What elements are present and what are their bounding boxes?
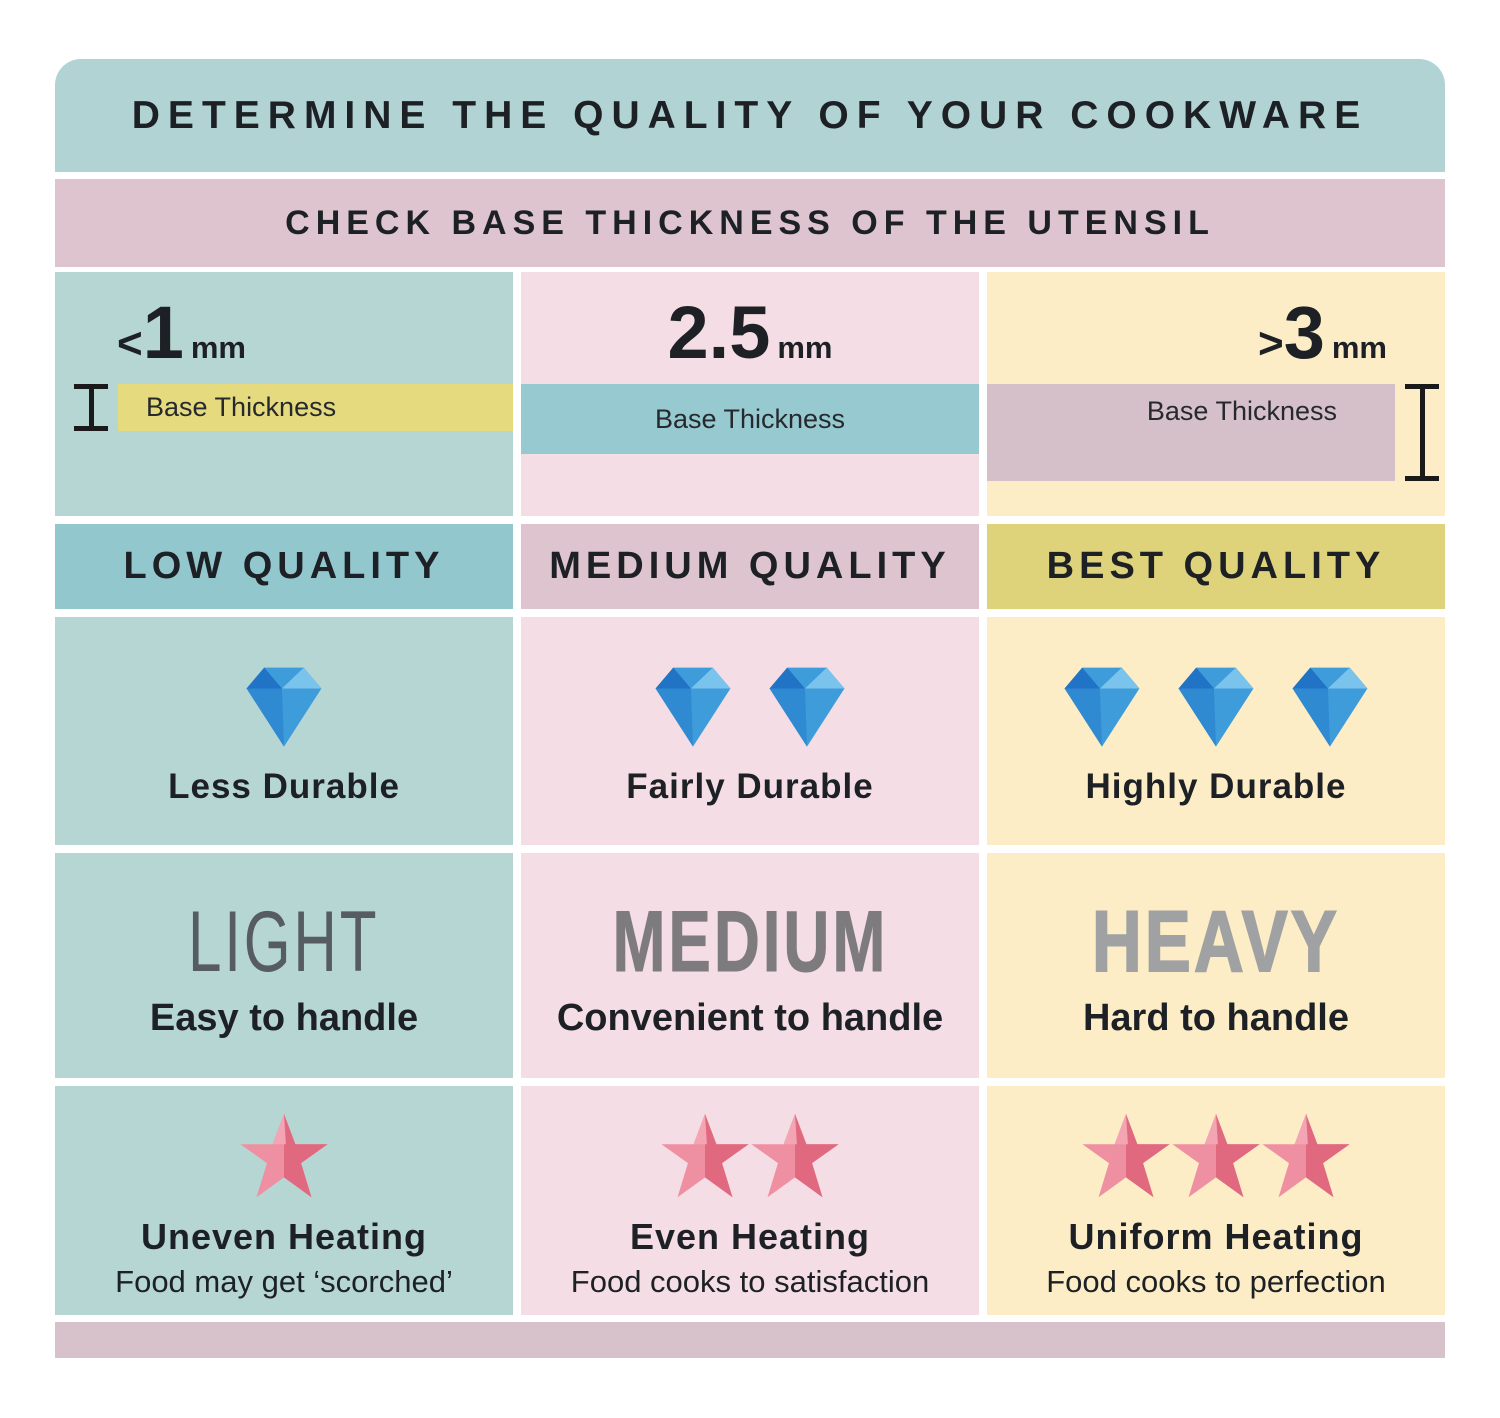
diamond-icon bbox=[232, 655, 336, 751]
durability-cell-low: Less Durable bbox=[55, 617, 513, 845]
heating-title: Uneven Heating bbox=[140, 1216, 428, 1257]
quality-band-best: BEST QUALITY bbox=[987, 524, 1445, 609]
weight-desc: Convenient to handle bbox=[556, 997, 944, 1040]
diamond-icons bbox=[636, 655, 864, 751]
star-icon bbox=[657, 1112, 753, 1202]
footer-bar bbox=[55, 1322, 1445, 1358]
diamond-icon bbox=[1278, 655, 1382, 751]
heating-desc: Food cooks to perfection bbox=[1046, 1264, 1386, 1299]
subheader-title: CHECK BASE THICKNESS OF THE UTENSIL bbox=[285, 203, 1215, 242]
thickness-value-best: > 3 mm bbox=[987, 296, 1445, 370]
measure-bracket-icon bbox=[74, 384, 108, 431]
heating-title: Uniform Heating bbox=[1068, 1216, 1364, 1257]
weight-word: HEAVY bbox=[1091, 893, 1340, 990]
star-icons bbox=[1081, 1112, 1351, 1202]
thickness-value-low: < 1 mm bbox=[55, 296, 513, 370]
quality-label: BEST QUALITY bbox=[1046, 545, 1386, 587]
thickness-cell-medium: 2.5 mm Base Thickness bbox=[521, 272, 979, 516]
diamond-icon bbox=[1164, 655, 1268, 751]
durability-label: Highly Durable bbox=[1085, 767, 1347, 806]
quality-band-low: LOW QUALITY bbox=[55, 524, 513, 609]
weight-desc: Hard to handle bbox=[1082, 997, 1350, 1040]
sub-header: CHECK BASE THICKNESS OF THE UTENSIL bbox=[55, 179, 1445, 267]
durability-cell-best: Highly Durable bbox=[987, 617, 1445, 845]
main-header: DETERMINE THE QUALITY OF YOUR COOKWARE bbox=[55, 59, 1445, 172]
page-title: DETERMINE THE QUALITY OF YOUR COOKWARE bbox=[131, 93, 1369, 137]
star-icons bbox=[660, 1112, 840, 1202]
base-thickness-bar: Base Thickness bbox=[521, 384, 979, 454]
star-icon bbox=[747, 1112, 843, 1202]
base-thickness-label: Base Thickness bbox=[146, 392, 337, 422]
durability-cell-medium: Fairly Durable bbox=[521, 617, 979, 845]
durability-label: Less Durable bbox=[168, 767, 400, 806]
star-icon bbox=[1168, 1112, 1264, 1202]
durability-label: Fairly Durable bbox=[626, 767, 874, 806]
star-icon bbox=[236, 1112, 332, 1202]
thickness-cell-low: < 1 mm Base Thickness bbox=[55, 272, 513, 516]
thickness-number: 1 bbox=[142, 291, 184, 374]
diamond-icon bbox=[641, 655, 745, 751]
base-thickness-bar: Base Thickness bbox=[987, 384, 1395, 481]
heating-cell-best: Uniform Heating Food cooks to perfection bbox=[987, 1086, 1445, 1315]
diamond-icons bbox=[1045, 655, 1387, 751]
weight-word: LIGHT bbox=[188, 893, 380, 990]
measure-bracket-icon bbox=[1405, 384, 1439, 481]
thickness-unit: mm bbox=[777, 330, 833, 365]
weight-cell-low: LIGHT Easy to handle bbox=[55, 853, 513, 1078]
quality-band-medium: MEDIUM QUALITY bbox=[521, 524, 979, 609]
diamond-icons bbox=[227, 655, 341, 751]
heating-desc: Food cooks to satisfaction bbox=[570, 1264, 930, 1299]
quality-label: LOW QUALITY bbox=[123, 545, 445, 587]
thickness-value-medium: 2.5 mm bbox=[521, 296, 979, 370]
star-icons bbox=[239, 1112, 329, 1202]
thickness-prefix: < bbox=[117, 319, 143, 368]
thickness-number: 3 bbox=[1283, 291, 1325, 374]
base-thickness-label: Base Thickness bbox=[654, 403, 846, 434]
thickness-unit: mm bbox=[1331, 330, 1387, 365]
star-icon bbox=[1258, 1112, 1354, 1202]
thickness-unit: mm bbox=[190, 330, 246, 365]
quality-label: MEDIUM QUALITY bbox=[549, 545, 951, 587]
base-thickness-bar: Base Thickness bbox=[118, 384, 513, 431]
heating-title: Even Heating bbox=[629, 1216, 871, 1257]
weight-desc: Easy to handle bbox=[149, 997, 419, 1040]
diamond-icon bbox=[755, 655, 859, 751]
heating-desc: Food may get ‘scorched’ bbox=[115, 1264, 453, 1299]
weight-cell-medium: MEDIUM Convenient to handle bbox=[521, 853, 979, 1078]
thickness-cell-best: > 3 mm Base Thickness bbox=[987, 272, 1445, 516]
diamond-icon bbox=[1050, 655, 1154, 751]
base-thickness-label: Base Thickness bbox=[1146, 396, 1337, 426]
weight-cell-best: HEAVY Hard to handle bbox=[987, 853, 1445, 1078]
comparison-grid: < 1 mm Base Thickness 2.5 mm Base Thickn… bbox=[55, 272, 1445, 1315]
infographic-sheet: DETERMINE THE QUALITY OF YOUR COOKWARE C… bbox=[55, 59, 1445, 1358]
weight-word: MEDIUM bbox=[612, 893, 888, 990]
thickness-prefix: > bbox=[1258, 319, 1284, 368]
star-icon bbox=[1078, 1112, 1174, 1202]
heating-cell-low: Uneven Heating Food may get ‘scorched’ bbox=[55, 1086, 513, 1315]
heating-cell-medium: Even Heating Food cooks to satisfaction bbox=[521, 1086, 979, 1315]
thickness-number: 2.5 bbox=[667, 291, 771, 374]
